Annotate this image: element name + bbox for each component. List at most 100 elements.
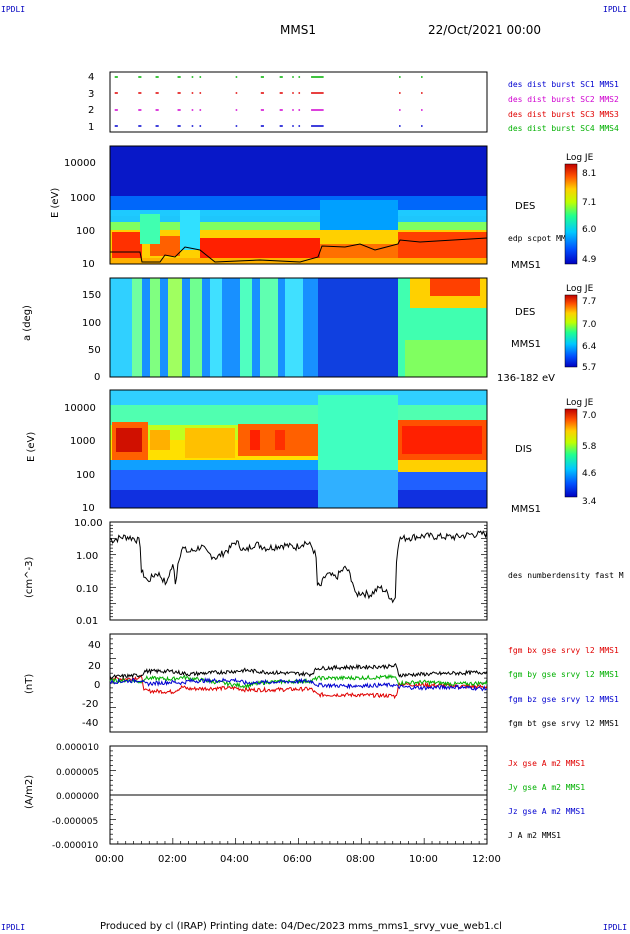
des-pitch-panel: a (deg) 150 100 50 0 DES MMS1 136-182 eV… (22, 277, 597, 384)
dis-energy-cb-tick-3: 3.4 (582, 497, 597, 507)
current-ytick-4: -0.000010 (52, 841, 98, 851)
current-panel: (A/m2) 0.000010 0.000005 0.000000 -0.000… (24, 743, 585, 851)
des-pitch-ytick-50: 50 (88, 345, 101, 356)
bfield-ytick-0: 0 (94, 680, 100, 691)
burst-label-sc2: des dist burst SC2 MMS2 (508, 95, 619, 104)
des-energy-ytick-100: 100 (76, 226, 95, 237)
bfield-ytick-40: 40 (88, 640, 101, 651)
des-pitch-cb-tick-1: 7.0 (582, 320, 597, 330)
current-label-jz: Jz gse A m2 MMS1 (508, 807, 585, 816)
plot-title: MMS1 (280, 23, 316, 37)
des-pitch-cb-tick-2: 6.4 (582, 342, 597, 352)
corner-label-top-right: IPDLI (603, 5, 627, 14)
des-energy-panel: E (eV) 10000 1000 100 10 DES edp scpot M… (50, 145, 597, 271)
burst-panel: 4 3 2 1 des dist burst SC1 MMS1 des dist… (88, 71, 619, 133)
des-pitch-species: DES (515, 307, 535, 318)
des-energy-species: DES (515, 201, 535, 212)
bfield-label-bx: fgm bx gse srvy l2 MMS1 (508, 646, 619, 655)
density-ylabel: (cm^-3) (24, 557, 35, 598)
burst-label-sc3: des dist burst SC3 MMS3 (508, 110, 619, 119)
burst-marks (114, 76, 423, 127)
des-pitch-ytick-0: 0 (94, 372, 100, 383)
current-label-j: J A m2 MMS1 (508, 831, 561, 840)
bfield-ytick-20: 20 (88, 661, 101, 672)
des-pitch-colorbar (564, 294, 578, 368)
burst-label-sc4: des dist burst SC4 MMS4 (508, 124, 619, 133)
bfield-line-bx (109, 674, 488, 700)
dis-energy-colorbar (564, 408, 578, 498)
des-energy-cb-tick-2: 6.0 (582, 225, 597, 235)
density-ytick-0: 10.00 (74, 518, 103, 529)
density-series-label: des numberdensity fast M (508, 571, 624, 580)
current-ylabel: (A/m2) (24, 775, 35, 809)
des-energy-colorbar (564, 163, 578, 265)
des-pitch-ytick-100: 100 (82, 318, 101, 329)
burst-label-sc1: des dist burst SC1 MMS1 (508, 80, 619, 89)
bfield-label-bz: fgm bz gse srvy l2 MMS1 (508, 695, 619, 704)
bfield-line-bt (109, 662, 488, 680)
density-ytick-2: 0.10 (76, 584, 98, 595)
bfield-lines (109, 662, 488, 700)
bfield-ytick-m40: -40 (82, 718, 98, 729)
burst-ytick-1: 1 (88, 122, 94, 133)
time-tick-6: 12:00 (472, 854, 501, 865)
dis-energy-frame (109, 389, 488, 509)
plot-date: 22/Oct/2021 00:00 (428, 23, 541, 37)
dis-energy-mms: MMS1 (511, 504, 541, 515)
des-energy-mms: MMS1 (511, 260, 541, 271)
time-tick-5: 10:00 (409, 854, 438, 865)
des-energy-colorbar-title: Log JE (566, 153, 594, 163)
bfield-label-bt: fgm bt gse srvy l2 MMS1 (508, 719, 619, 728)
dis-energy-cb-tick-1: 5.8 (582, 442, 597, 452)
burst-ytick-4: 4 (88, 72, 94, 83)
des-energy-ylabel: E (eV) (50, 188, 61, 218)
corner-label-bottom-right: IPDLI (603, 923, 627, 932)
bfield-ytick-m20: -20 (82, 699, 98, 710)
burst-ytick-3: 3 (88, 89, 94, 100)
des-pitch-cb-tick-3: 5.7 (582, 363, 596, 373)
des-energy-ytick-10: 10 (82, 259, 95, 270)
dis-energy-cb-tick-0: 7.0 (582, 411, 597, 421)
dis-energy-cb-tick-2: 4.6 (582, 469, 597, 479)
current-ytick-3: -0.000005 (52, 817, 98, 827)
time-tick-0: 00:00 (95, 854, 124, 865)
des-energy-cb-tick-1: 7.1 (582, 198, 596, 208)
time-tick-2: 04:00 (220, 854, 249, 865)
des-energy-ytick-10000: 10000 (64, 158, 96, 169)
current-minor-ticks (110, 745, 487, 845)
dis-energy-colorbar-title: Log JE (566, 398, 594, 408)
des-pitch-cb-tick-0: 7.7 (582, 297, 596, 307)
des-pitch-mms: MMS1 (511, 339, 541, 350)
des-energy-overlay-label: edp scpot MMS1 (508, 234, 576, 243)
time-tick-1: 02:00 (158, 854, 187, 865)
time-axis (109, 838, 488, 844)
dis-energy-ytick-100: 100 (76, 470, 95, 481)
dis-energy-ytick-10: 10 (82, 503, 95, 514)
current-label-jy: Jy gse A m2 MMS1 (508, 783, 585, 792)
burst-ytick-2: 2 (88, 105, 94, 116)
corner-label-bottom-left: IPDLI (1, 923, 25, 932)
density-frame (109, 521, 488, 621)
footer-text: Produced by cl (IRAP) Printing date: 04/… (100, 921, 502, 932)
des-energy-ytick-1000: 1000 (70, 193, 95, 204)
current-ytick-1: 0.000005 (56, 768, 99, 778)
dis-energy-species: DIS (515, 444, 532, 455)
density-ytick-1: 1.00 (76, 551, 98, 562)
bfield-ylabel: (nT) (24, 674, 35, 694)
burst-panel-frame (109, 71, 488, 133)
dis-energy-ytick-1000: 1000 (70, 436, 95, 447)
time-tick-4: 08:00 (346, 854, 375, 865)
time-tick-3: 06:00 (283, 854, 312, 865)
des-energy-cb-tick-0: 8.1 (582, 169, 596, 179)
dis-energy-ylabel: E (eV) (26, 432, 37, 462)
bfield-panel: (nT) 40 20 0 -20 -40 fgm bx gse srvy l2 … (24, 633, 619, 733)
bfield-line-bz (109, 677, 487, 692)
des-energy-cb-tick-3: 4.9 (582, 255, 597, 265)
density-line (109, 530, 488, 604)
current-ytick-2: 0.000000 (56, 792, 99, 802)
des-pitch-ytick-150: 150 (82, 290, 101, 301)
des-energy-frame (109, 145, 488, 265)
density-panel: (cm^-3) 10.00 1.00 0.10 0.01 des numberd… (24, 518, 624, 627)
des-pitch-ylabel: a (deg) (22, 305, 33, 341)
bfield-line-by (109, 673, 488, 690)
